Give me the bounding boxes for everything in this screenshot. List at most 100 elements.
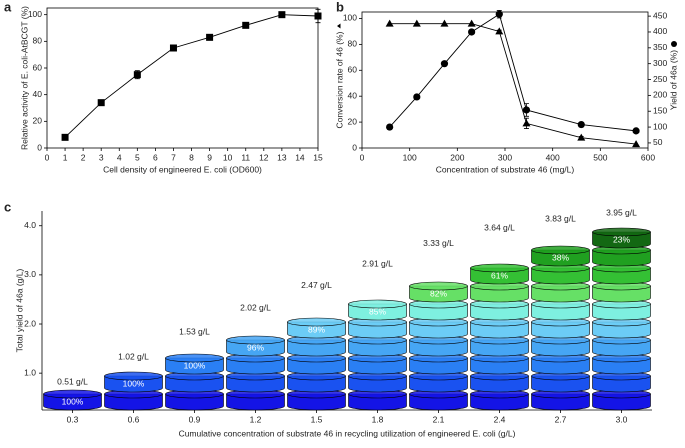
marker — [577, 133, 586, 141]
percent-label: 23% — [613, 234, 630, 244]
cylinder-stack: 100% — [104, 371, 163, 411]
x-tick-label: 600 — [641, 152, 655, 162]
x-tick-label: 0 — [45, 152, 50, 162]
cylinder-stack: 85% — [348, 299, 407, 411]
cylinder — [470, 285, 529, 303]
cylinder — [531, 393, 590, 411]
cylinder — [531, 249, 590, 267]
y-tick-label: 100 — [343, 13, 357, 23]
cylinder-stack: 100% — [165, 353, 224, 411]
value-label: 1.02 g/L — [118, 351, 149, 361]
cylinder — [531, 285, 590, 303]
y-tick-label: 40 — [33, 89, 43, 99]
y-axis-label: Conversion rate of 46 (%) — [334, 31, 344, 128]
x-tick-label: 14 — [295, 152, 305, 162]
cylinder — [531, 303, 590, 321]
cylinder-stack: 96% — [226, 335, 285, 411]
axis-key — [671, 41, 677, 47]
x-tick-label: 2.4 — [494, 414, 506, 424]
marker — [61, 133, 69, 141]
x-tick-label: 5 — [135, 152, 140, 162]
cylinder — [287, 339, 346, 357]
x-tick-label: 200 — [450, 152, 464, 162]
x-tick-label: 500 — [593, 152, 607, 162]
marker — [278, 11, 286, 19]
x-axis-label: Cumulative concentration of substrate 46… — [179, 428, 516, 438]
percent-label: 100% — [184, 360, 206, 370]
cylinder-top — [531, 245, 590, 255]
cylinder — [592, 339, 651, 357]
cylinder — [592, 267, 651, 285]
x-tick-label: 3 — [99, 152, 104, 162]
cylinder — [409, 339, 468, 357]
value-label: 2.91 g/L — [362, 259, 393, 269]
x-tick-label: 3.0 — [616, 414, 628, 424]
cylinder — [104, 375, 163, 393]
cylinder — [409, 321, 468, 339]
x-tick-label: 2 — [81, 152, 86, 162]
cylinder — [165, 393, 224, 411]
cylinder-top — [592, 227, 651, 237]
cylinder — [348, 357, 407, 375]
cylinder — [287, 393, 346, 411]
y-tick-label: 60 — [33, 62, 43, 72]
x-tick-label: 1 — [63, 152, 68, 162]
cylinder — [531, 375, 590, 393]
series-line — [389, 13, 637, 132]
cylinder — [409, 285, 468, 303]
x-tick-label: 0.3 — [67, 414, 79, 424]
cylinder — [226, 375, 285, 393]
cylinder — [409, 375, 468, 393]
cylinder — [592, 231, 651, 249]
cylinder — [287, 357, 346, 375]
cylinder-top — [348, 299, 407, 309]
cylinder — [348, 303, 407, 321]
x-tick-label: 400 — [546, 152, 560, 162]
x-tick-label: 300 — [498, 152, 512, 162]
panel-letter: b — [336, 0, 344, 14]
cylinder — [592, 285, 651, 303]
cylinder — [409, 303, 468, 321]
marker — [412, 19, 421, 27]
marker — [495, 10, 503, 18]
cylinder-top — [470, 263, 529, 273]
y-tick-label: 0 — [352, 142, 357, 152]
x-tick-label: 1.8 — [372, 414, 384, 424]
y-axis-label: Relative activity of E. coli-AtBCGT (%) — [19, 6, 29, 150]
cylinder — [470, 321, 529, 339]
cylinder — [531, 339, 590, 357]
cylinder — [348, 375, 407, 393]
cylinder — [226, 357, 285, 375]
value-label: 3.33 g/L — [423, 238, 454, 248]
percent-label: 96% — [247, 342, 264, 352]
x-tick-label: 2.1 — [433, 414, 445, 424]
plot-frame — [46, 7, 319, 149]
cylinder — [165, 375, 224, 393]
marker — [468, 28, 476, 36]
cylinder — [104, 393, 163, 411]
y-tick-label: 80 — [33, 36, 43, 46]
marker — [467, 19, 476, 27]
x-tick-label: 1.2 — [250, 414, 262, 424]
cylinder — [287, 375, 346, 393]
marker — [133, 71, 141, 79]
y-tick-label: 2.0 — [24, 318, 36, 328]
value-label: 1.53 g/L — [179, 326, 210, 336]
percent-label: 89% — [308, 324, 325, 334]
x-tick-label: 6 — [153, 152, 158, 162]
y2-tick-label: 350 — [653, 42, 667, 52]
y2-tick-label: 250 — [653, 74, 667, 84]
marker — [385, 19, 394, 27]
percent-label: 100% — [62, 396, 84, 406]
cylinder — [226, 339, 285, 357]
cylinder-top — [43, 389, 102, 399]
marker — [632, 140, 641, 148]
cylinder — [592, 321, 651, 339]
y2-axis-label: Yield of 46a (%) — [668, 50, 678, 110]
x-tick-label: 9 — [207, 152, 212, 162]
y2-tick-label: 450 — [653, 10, 667, 20]
cylinder-top — [409, 281, 468, 291]
x-tick-label: 0.9 — [189, 414, 201, 424]
cylinder — [470, 357, 529, 375]
